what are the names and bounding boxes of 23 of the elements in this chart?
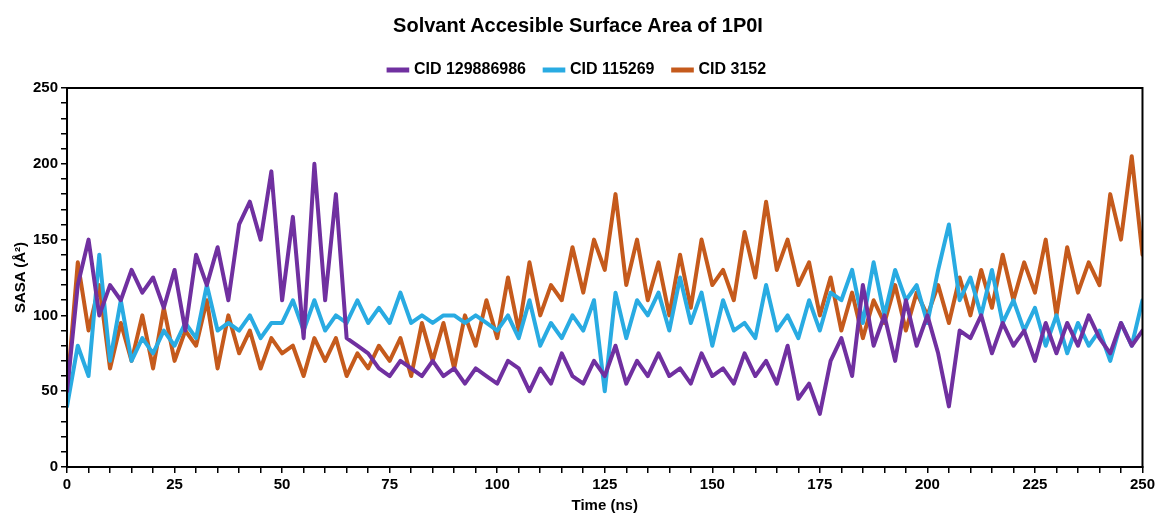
x-tick-label: 100 [484, 475, 510, 493]
x-tick-label: 0 [62, 475, 72, 493]
y-tick-label: 200 [33, 153, 59, 171]
x-tick-label: 250 [1129, 475, 1155, 493]
y-tick-label: 250 [33, 78, 59, 96]
y-tick-label: 50 [41, 381, 59, 399]
x-tick-label: 125 [592, 475, 618, 493]
y-tick-label: 150 [33, 229, 59, 247]
x-tick-label: 50 [273, 475, 291, 493]
y-tick-label: 100 [33, 305, 59, 323]
x-tick-label: 25 [166, 475, 183, 493]
x-tick-label: 200 [914, 475, 940, 493]
legend-label: CID 115269 [569, 60, 655, 78]
x-tick-label: 75 [381, 475, 399, 493]
legend-label: CID 129886986 [413, 60, 527, 78]
x-tick-label: 175 [807, 475, 833, 493]
y-tick-label: 0 [49, 457, 59, 475]
legend-label: CID 3152 [698, 60, 767, 78]
x-axis-title: Time (ns) [571, 496, 638, 514]
x-tick-label: 150 [699, 475, 725, 493]
chart-title: Solvant Accesible Surface Area of 1P0I [393, 13, 763, 36]
x-tick-label: 225 [1022, 475, 1048, 493]
y-axis-title: SASA (Å²) [11, 241, 29, 314]
